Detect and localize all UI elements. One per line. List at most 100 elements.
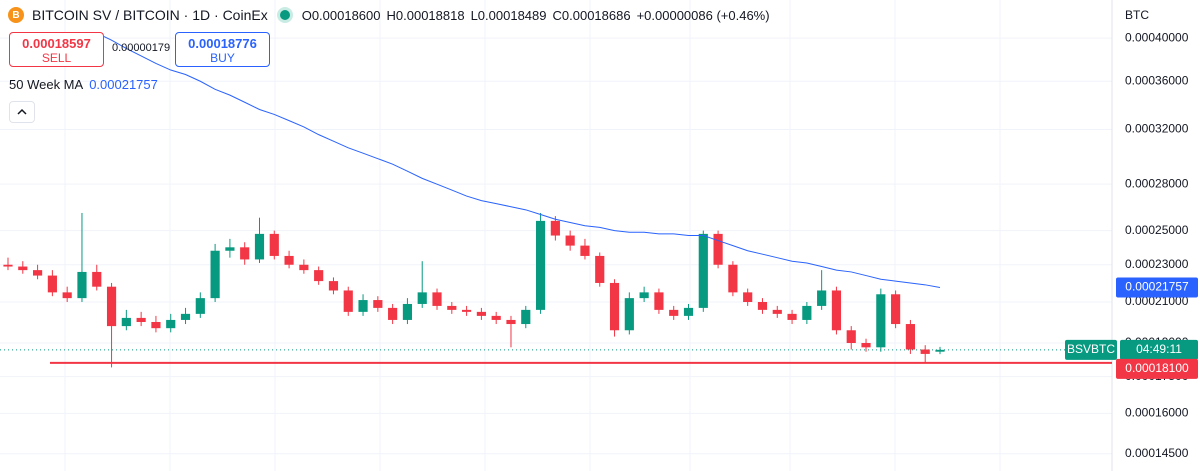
candle-body bbox=[240, 247, 250, 260]
candle-body bbox=[373, 300, 383, 308]
candle-body bbox=[521, 309, 531, 325]
y-tick-label: 0.00028000 bbox=[1125, 176, 1189, 190]
header: B BITCOIN SV / BITCOIN · 1D · CoinEx O0.… bbox=[8, 4, 770, 26]
candle-body bbox=[624, 298, 634, 331]
candle-body bbox=[654, 292, 664, 310]
ma-line bbox=[96, 32, 941, 288]
candle-body bbox=[713, 233, 723, 265]
candle-body bbox=[846, 330, 856, 343]
currency: BTC bbox=[1125, 8, 1149, 22]
candle-body bbox=[462, 309, 472, 312]
candle-body bbox=[106, 286, 117, 327]
candle-body bbox=[225, 247, 235, 251]
candle-body bbox=[491, 315, 501, 320]
change-value: +0.00000086 (+0.46%) bbox=[636, 7, 770, 23]
low-value: L0.00018489 bbox=[470, 7, 547, 23]
candle-body bbox=[728, 264, 738, 293]
candle-body bbox=[402, 303, 413, 320]
close-value: C0.00018686 bbox=[552, 7, 631, 23]
candle-body bbox=[92, 271, 102, 287]
y-tick-label: 0.00023000 bbox=[1125, 257, 1189, 271]
sell-label: SELL bbox=[41, 51, 72, 65]
y-tick-label: 0.00025000 bbox=[1125, 223, 1189, 237]
collapse-button[interactable] bbox=[9, 101, 35, 123]
candle-body bbox=[447, 305, 457, 310]
candle-body bbox=[831, 290, 842, 331]
candle-body bbox=[343, 290, 353, 312]
candle-body bbox=[417, 292, 427, 304]
buy-button[interactable]: 0.00018776 BUY bbox=[175, 32, 270, 67]
candle-body bbox=[891, 294, 901, 325]
candle-body bbox=[787, 313, 797, 320]
ohlc-legend: O0.00018600 H0.00018818 L0.00018489 C0.0… bbox=[302, 8, 770, 23]
open-value: O0.00018600 bbox=[301, 7, 381, 23]
candle-body bbox=[905, 324, 915, 350]
sell-button[interactable]: 0.00018597 SELL bbox=[9, 32, 104, 67]
candle-body bbox=[876, 294, 886, 348]
y-tick-label: 0.00032000 bbox=[1125, 122, 1189, 136]
candle-body bbox=[550, 220, 560, 236]
candle-body bbox=[254, 233, 265, 260]
y-tick-label: 0.00040000 bbox=[1125, 30, 1189, 44]
symbol-badge-bg bbox=[1065, 339, 1117, 360]
symbol-badge: BSVBTC bbox=[1067, 342, 1115, 356]
candle-body bbox=[284, 255, 294, 265]
y-tick-label: 0.00021000 bbox=[1125, 294, 1189, 308]
candle-body bbox=[772, 309, 782, 314]
candle-body bbox=[358, 300, 368, 312]
candle-body bbox=[3, 264, 13, 267]
candle-body bbox=[580, 245, 590, 256]
candle-body bbox=[77, 271, 87, 299]
candle-body bbox=[62, 292, 72, 299]
candle-body bbox=[136, 317, 146, 322]
ma-badge-bg bbox=[1116, 277, 1198, 298]
indicator-legend: 50 Week MA 0.00021757 bbox=[9, 77, 158, 92]
indicator-value: 0.00021757 bbox=[89, 77, 158, 92]
candle-body bbox=[935, 349, 945, 352]
buy-label: BUY bbox=[210, 51, 235, 65]
buy-price: 0.00018776 bbox=[188, 36, 257, 51]
candle-body bbox=[388, 307, 398, 320]
candle-body bbox=[506, 319, 516, 325]
candle-body bbox=[861, 342, 871, 348]
candle-body bbox=[33, 270, 43, 276]
candle-body bbox=[299, 264, 309, 271]
candle-body bbox=[195, 298, 205, 314]
candle-body bbox=[476, 311, 486, 316]
candle-body bbox=[314, 270, 324, 282]
high-value: H0.00018818 bbox=[386, 7, 465, 23]
coin-icon: B bbox=[8, 7, 24, 23]
candle-body bbox=[609, 282, 620, 331]
chevron bbox=[17, 108, 27, 115]
candle-body bbox=[151, 321, 161, 329]
y-tick-label: 0.00016000 bbox=[1125, 406, 1189, 420]
candle-body bbox=[210, 250, 220, 299]
candle-body bbox=[166, 319, 176, 329]
indicator-name: 50 Week MA bbox=[9, 77, 84, 92]
candle-body bbox=[920, 349, 930, 354]
candle-body bbox=[802, 305, 812, 320]
candle-body bbox=[328, 281, 339, 291]
candle-body bbox=[269, 233, 279, 256]
candle-body bbox=[535, 220, 546, 310]
ma-badge: 0.00021757 bbox=[1125, 280, 1189, 294]
candle-body bbox=[683, 307, 694, 316]
line-badge: 0.00018100 bbox=[1125, 361, 1189, 375]
spread: 0.00000179 bbox=[112, 42, 171, 54]
market-status bbox=[279, 10, 290, 20]
candle-body bbox=[121, 317, 131, 327]
candle-body bbox=[432, 292, 442, 306]
currency-select[interactable]: BTC bbox=[1125, 8, 1149, 22]
countdown-badge: 04:49:11 bbox=[1136, 342, 1182, 356]
candle-body bbox=[639, 292, 649, 299]
candle-body bbox=[565, 235, 575, 246]
symbol-title[interactable]: BITCOIN SV / BITCOIN · 1D · CoinEx bbox=[32, 7, 268, 23]
candle-body bbox=[698, 233, 708, 308]
candle-body bbox=[743, 292, 753, 303]
y-tick-label: 0.00014500 bbox=[1125, 446, 1189, 460]
candle-body bbox=[18, 266, 28, 271]
candle-body bbox=[47, 275, 57, 293]
sell-price: 0.00018597 bbox=[22, 36, 91, 51]
